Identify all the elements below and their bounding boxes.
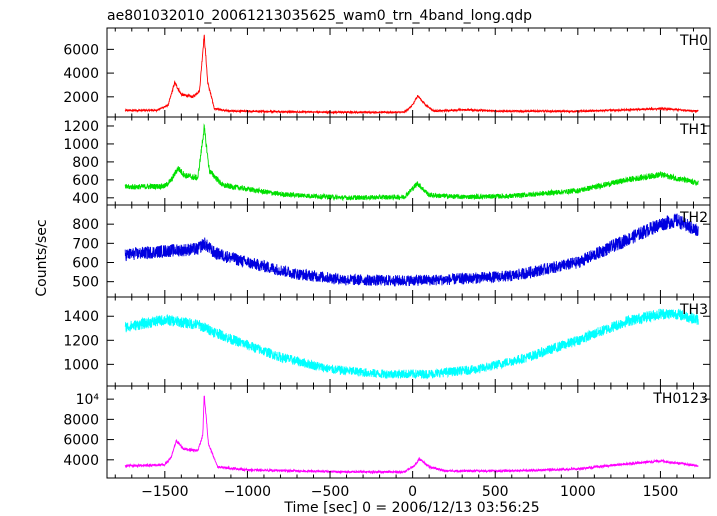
chart-title: ae801032010_20061213035625_wam0_trn_4ban… (107, 8, 532, 24)
series-line-th2 (124, 213, 699, 287)
y-tick-label: 600 (72, 173, 99, 189)
x-tick-label: −1500 (141, 484, 188, 500)
y-tick-label: 800 (72, 217, 99, 233)
panel-th2: 500 600 700 800 TH2 (72, 204, 711, 298)
panel-frame (106, 385, 711, 479)
x-axis-label: Time [sec] 0 = 2006/12/13 03:56:25 (283, 500, 539, 516)
x-tick-label: 500 (482, 484, 509, 500)
series-line-th1 (124, 123, 699, 202)
panel-th0: 2000 4000 6000 TH0 (63, 27, 711, 118)
x-tick-label: 1500 (643, 484, 679, 500)
x-tick-label: −500 (311, 484, 349, 500)
panel-label: TH3 (679, 302, 708, 318)
y-tick-label: 400 (72, 191, 99, 207)
panel-label: TH2 (679, 210, 708, 226)
x-axis: −1500 −1000 −500 0 500 1000 1500 (141, 484, 678, 500)
x-tick-label: 0 (408, 484, 417, 500)
y-tick-label: 6000 (63, 42, 99, 58)
panel-label: TH1 (679, 122, 708, 138)
panel-th3: 1000 1200 1400 TH3 (63, 296, 711, 387)
y-tick-label: 1000 (63, 357, 99, 373)
y-axis-label: Counts/sec (34, 219, 50, 296)
series-line-th0123 (124, 395, 699, 475)
y-tick-label: 600 (72, 256, 99, 272)
y-tick-label: 2000 (63, 90, 99, 106)
y-tick-label: 500 (72, 275, 99, 291)
panel-label: TH0123 (652, 391, 708, 407)
x-tick-label: 1000 (560, 484, 596, 500)
panel-th1: 400 600 800 1000 1200 TH1 (63, 116, 711, 207)
y-tick-label: 4000 (63, 453, 99, 469)
y-tick-label: 800 (72, 155, 99, 171)
x-tick-label: −1000 (224, 484, 271, 500)
y-tick-label: 1200 (63, 333, 99, 349)
panels: 2000 4000 6000 TH0 400 600 800 1000 1200 TH1 500 60… (63, 27, 711, 479)
series-line-th3 (124, 308, 699, 380)
y-tick-label: 4000 (63, 66, 99, 82)
y-tick-label: 1400 (63, 309, 99, 325)
panel-frame (106, 27, 711, 118)
y-tick-label: 8000 (63, 412, 99, 428)
y-tick-label: 1200 (63, 119, 99, 135)
y-tick-label: 700 (72, 236, 99, 252)
y-tick-label: 6000 (63, 433, 99, 449)
y-tick-label: 10⁴ (76, 392, 100, 408)
panel-th0123: 4000 6000 8000 10⁴ TH0123 (63, 385, 711, 479)
panel-label: TH0 (679, 33, 708, 49)
y-tick-label: 1000 (63, 137, 99, 153)
series-line-th0 (124, 34, 699, 115)
